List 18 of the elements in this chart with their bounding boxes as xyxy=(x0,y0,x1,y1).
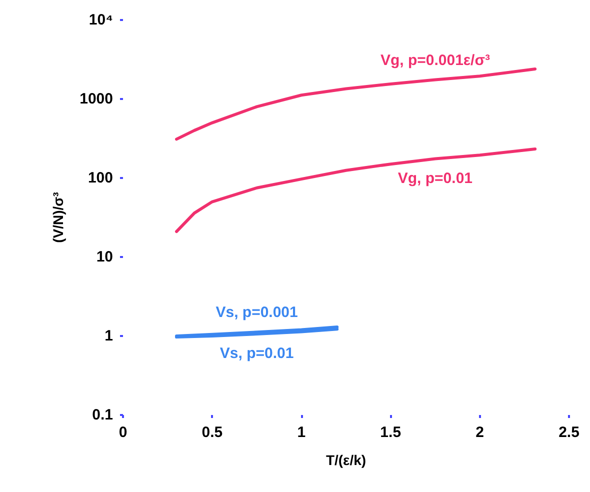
series-label: Vg, p=0.01 xyxy=(398,170,473,187)
x-tick-label: 2 xyxy=(476,424,484,441)
x-tick-label: 1 xyxy=(297,424,306,441)
x-tick-label: 2.5 xyxy=(558,424,580,441)
y-tick-label: 10⁴ xyxy=(88,12,113,28)
y-tick-label: 0.1 xyxy=(92,406,113,424)
x-tick-label: 0 xyxy=(118,424,128,441)
y-tick-label: 1000 xyxy=(80,90,113,108)
series-label: Vs, p=0.01 xyxy=(220,345,294,362)
series-label: Vs, p=0.001 xyxy=(216,304,298,322)
y-tick-label: 10 xyxy=(96,248,113,266)
x-axis-title: T/(ε/k) xyxy=(326,452,366,468)
x-tick-label: 0.5 xyxy=(202,424,223,441)
y-tick-label: 1 xyxy=(104,328,113,344)
series-label: Vg, p=0.001ε/σ³ xyxy=(380,52,490,69)
y-axis-title: (V/N)/σ³ xyxy=(50,192,66,243)
x-tick-label: 1.5 xyxy=(380,424,402,441)
y-tick-label: 100 xyxy=(88,170,113,186)
